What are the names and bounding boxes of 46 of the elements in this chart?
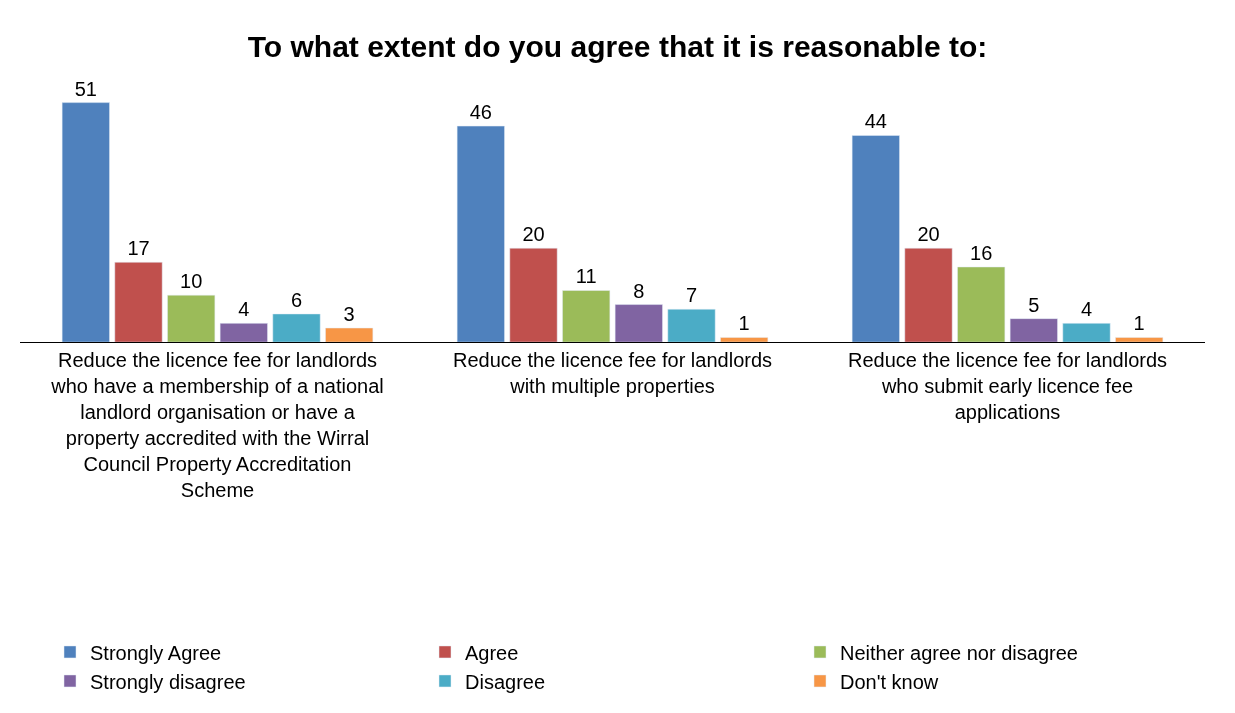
bar [720, 337, 769, 343]
data-label: 6 [290, 288, 303, 311]
data-label: 3 [343, 303, 355, 326]
data-label: 10 [180, 270, 203, 293]
data-label: 20 [522, 223, 545, 246]
bar [904, 247, 953, 343]
legend-label: Don't know [840, 670, 939, 693]
bar [562, 290, 611, 343]
bar [1009, 318, 1058, 343]
data-label: 1 [738, 312, 750, 335]
data-label: 17 [127, 237, 150, 260]
data-label: 46 [469, 101, 492, 124]
bar [325, 327, 374, 343]
bar [456, 125, 505, 343]
bar [1115, 337, 1164, 343]
bar [167, 294, 216, 343]
data-label: 7 [685, 284, 698, 307]
data-label: 16 [970, 241, 993, 264]
legend-label: Strongly disagree [90, 670, 246, 693]
data-label: 11 [575, 265, 597, 288]
data-label: 44 [864, 110, 887, 133]
bar [219, 323, 268, 343]
bar [61, 102, 110, 343]
bar [957, 266, 1006, 343]
x-tick-label: Reduce the licence fee for landlords with multiple properties [452, 349, 773, 398]
bar [851, 135, 900, 343]
bar [272, 313, 321, 343]
bar [1062, 323, 1111, 343]
bar [667, 309, 716, 343]
x-tick-label: Reduce the licence fee for landlords who submit early licence fee applications [847, 349, 1168, 424]
legend-label: Neither agree nor disagree [840, 641, 1078, 664]
data-label: 4 [238, 298, 250, 321]
legend-label: Agree [465, 641, 519, 664]
legend-label: Disagree [465, 670, 546, 693]
data-label: 8 [633, 279, 645, 302]
x-tick-label: Reduce the licence fee for landlords who have a membership of a national landlord organisation or have a property accredited with the Wirral Council Property Accreditation Scheme [50, 349, 384, 502]
bar [509, 247, 558, 343]
data-label: 20 [917, 223, 940, 246]
data-label: 51 [74, 77, 97, 100]
data-label: 1 [1133, 312, 1145, 335]
chart-title: To what extent do you agree that it is reasonable to: [247, 29, 988, 63]
data-label: 5 [1028, 293, 1040, 316]
bar [614, 304, 663, 343]
bar [114, 262, 163, 343]
data-label: 4 [1080, 298, 1093, 321]
legend-label: Strongly Agree [90, 641, 222, 664]
